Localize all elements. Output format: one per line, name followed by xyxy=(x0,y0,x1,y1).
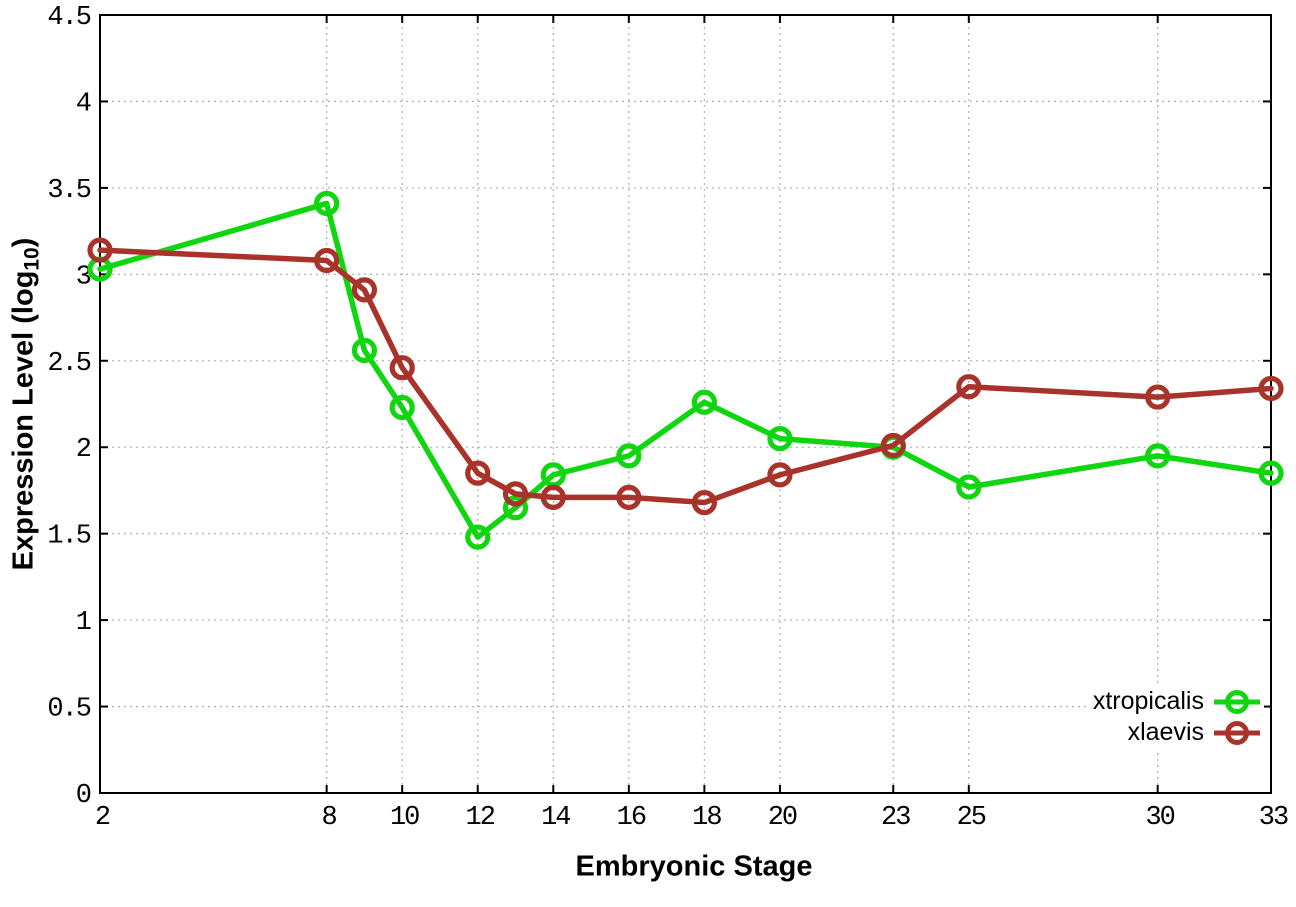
legend: xtropicalis xlaevis xyxy=(1088,684,1264,750)
data-point xyxy=(87,237,113,263)
data-point xyxy=(465,460,491,486)
series-xtropicalis xyxy=(87,190,1284,550)
x-tick-label: 25 xyxy=(957,803,986,833)
legend-item: xlaevis xyxy=(1128,717,1260,748)
legend-label: xlaevis xyxy=(1127,718,1204,746)
legend-marker-circle xyxy=(1225,689,1249,714)
x-tick-label: 14 xyxy=(541,803,570,833)
data-point xyxy=(691,389,717,415)
legend-marker-circle xyxy=(1225,720,1249,745)
x-tick-label: 8 xyxy=(322,803,337,833)
x-tick-label: 23 xyxy=(881,803,910,833)
y-tick-label: 4.5 xyxy=(47,3,90,33)
legend-item: xtropicalis xyxy=(1093,686,1260,717)
y-tick-label: 1 xyxy=(76,608,91,638)
data-point xyxy=(389,355,415,381)
y-tick-label: 4 xyxy=(76,89,91,119)
data-point xyxy=(389,394,415,421)
x-tick-label: 20 xyxy=(768,803,797,833)
data-point xyxy=(691,489,717,516)
x-tick-label: 10 xyxy=(390,803,419,833)
data-point xyxy=(1258,375,1284,402)
data-point xyxy=(540,484,566,510)
x-tick-label: 12 xyxy=(466,803,495,833)
data-point xyxy=(1145,384,1171,410)
y-tick-label: 1.5 xyxy=(47,522,90,552)
series-line xyxy=(97,247,1274,506)
data-point xyxy=(616,443,642,469)
y-tick-label: 3.5 xyxy=(47,176,90,206)
x-tick-label: 33 xyxy=(1259,803,1288,833)
series-line xyxy=(97,200,1274,540)
x-tick-label: 16 xyxy=(617,803,646,833)
data-point xyxy=(767,425,793,452)
y-tick-label: 2 xyxy=(76,435,91,465)
y-tick-label: 0 xyxy=(76,781,91,811)
y-tick-label: 2.5 xyxy=(47,349,90,379)
data-point xyxy=(880,432,906,459)
legend-label: xtropicalis xyxy=(1092,687,1204,715)
x-tick-label: 18 xyxy=(692,803,721,833)
y-axis-title-close: ) xyxy=(7,237,40,248)
data-point xyxy=(465,524,491,550)
data-point xyxy=(502,481,529,507)
data-point xyxy=(956,474,982,500)
x-tick-label: 30 xyxy=(1145,803,1174,833)
plot-border xyxy=(99,14,1272,794)
data-point xyxy=(351,337,378,364)
data-point xyxy=(1258,460,1284,486)
legend-marker-icon xyxy=(1214,720,1260,745)
data-point xyxy=(351,277,378,303)
y-axis-title-text: Expression Level (log xyxy=(7,270,40,571)
y-axis-title-subscript: 10 xyxy=(20,247,44,271)
data-point xyxy=(616,484,642,510)
data-point xyxy=(502,495,529,521)
data-point xyxy=(314,247,340,274)
data-point xyxy=(314,190,340,217)
series-xlaevis xyxy=(87,237,1284,516)
y-axis-title: Expression Level (log10) xyxy=(8,238,45,571)
y-tick-label: 0.5 xyxy=(47,695,90,725)
data-point xyxy=(956,374,982,400)
x-axis-title: Embryonic Stage xyxy=(575,850,813,883)
x-tick-label: 2 xyxy=(95,803,110,833)
data-point xyxy=(1145,443,1171,469)
data-point xyxy=(767,462,793,488)
legend-marker-icon xyxy=(1214,689,1260,714)
